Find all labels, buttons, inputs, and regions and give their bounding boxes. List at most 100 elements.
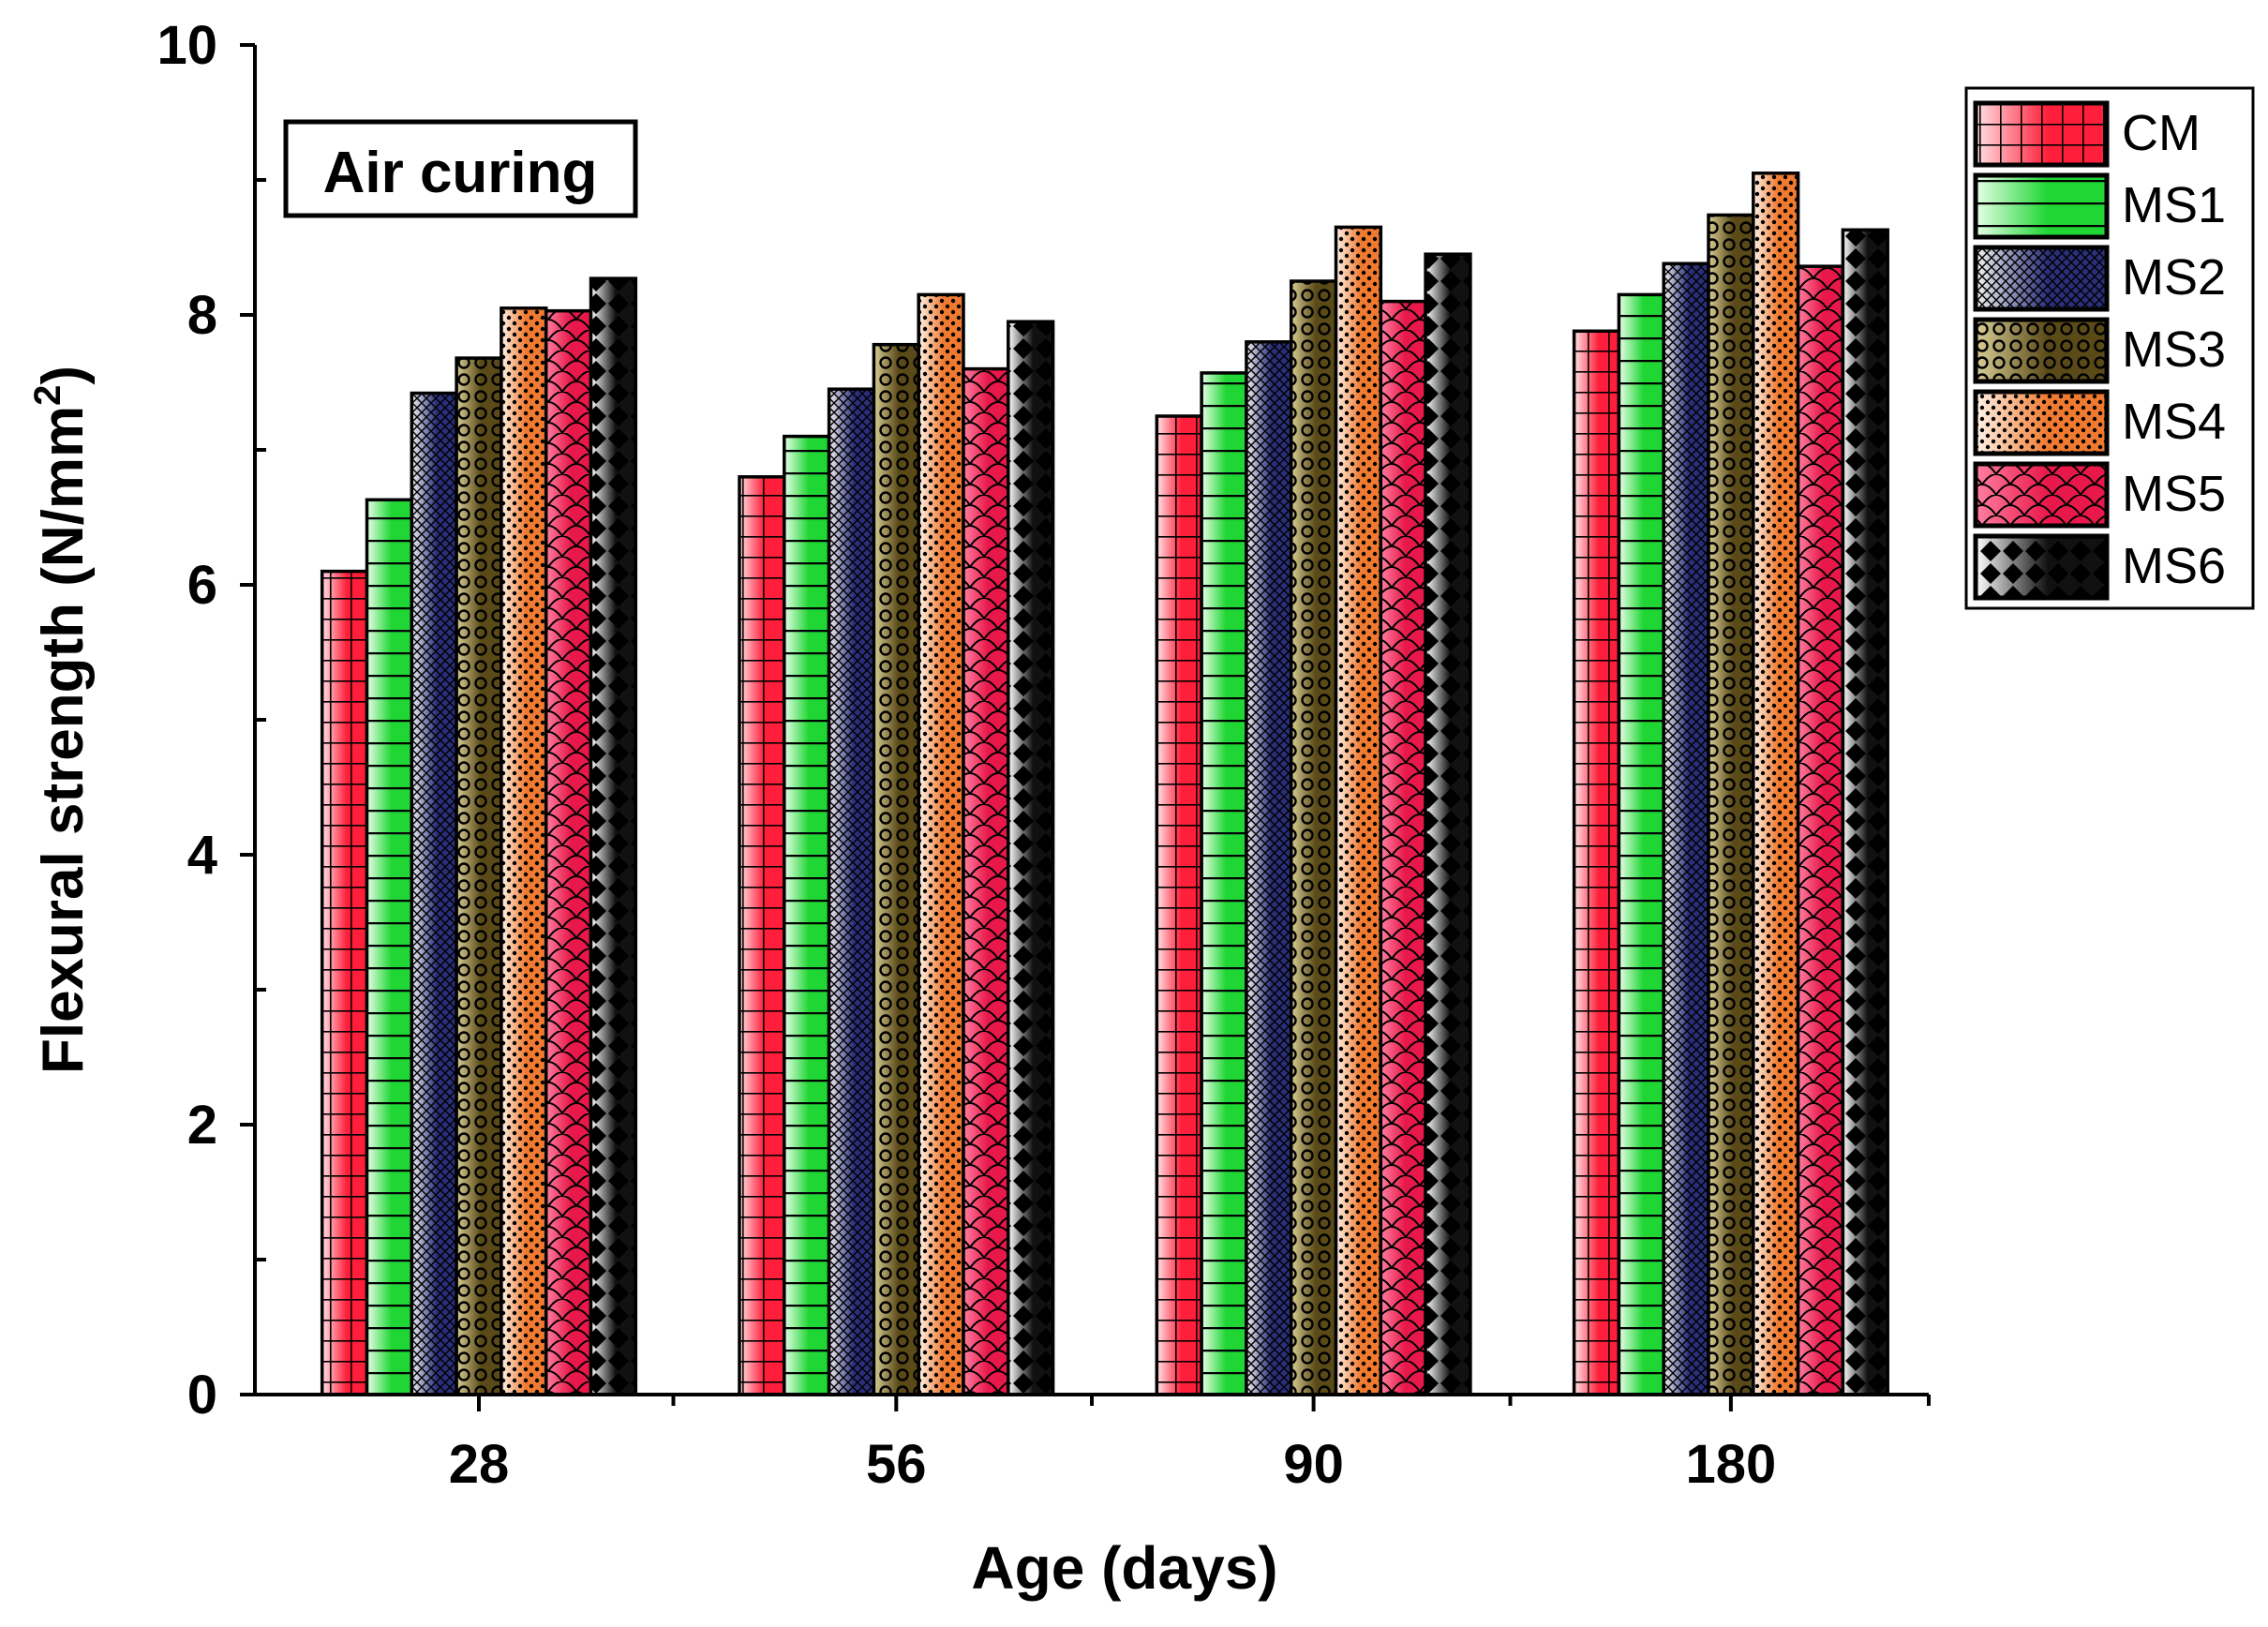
bar-ms1-180 <box>1617 292 1665 1396</box>
legend-label: MS1 <box>2122 177 2226 233</box>
bar-ms3-56 <box>872 342 920 1396</box>
y-axis-label-main: Flexural strength (N/mm <box>31 406 96 1074</box>
bar-pattern <box>739 476 784 1395</box>
x-tick-label: 180 <box>1686 1434 1777 1495</box>
bar-ms2-180 <box>1662 261 1710 1396</box>
legend-swatch-outline <box>1973 461 2110 529</box>
y-tick-label: 0 <box>187 1365 217 1425</box>
legend-label: MS2 <box>2122 249 2226 306</box>
y-tick-label: 2 <box>187 1095 217 1156</box>
legend-label: MS5 <box>2122 466 2226 522</box>
legend-swatch-outline <box>1973 100 2110 168</box>
legend-swatch-outline <box>1973 317 2110 384</box>
y-tick-label: 4 <box>187 825 217 886</box>
legend-label: MS4 <box>2122 394 2226 450</box>
y-tick-label: 6 <box>187 555 217 616</box>
bar-pattern <box>1246 341 1291 1395</box>
bar-cm-56 <box>738 475 786 1396</box>
x-tick-label: 28 <box>449 1434 510 1495</box>
x-axis-label: Age (days) <box>971 1534 1277 1602</box>
legend-swatch-outline <box>1973 245 2110 312</box>
bar-ms6-180 <box>1841 228 1889 1396</box>
legend-swatch-outline <box>1973 389 2110 456</box>
legend-swatch-pattern <box>1976 464 2107 526</box>
bar-pattern <box>1291 281 1336 1395</box>
bar-ms4-90 <box>1334 225 1383 1396</box>
bar-pattern <box>500 307 546 1395</box>
bar-ms6-28 <box>589 276 638 1396</box>
bar-ms5-56 <box>962 366 1010 1396</box>
legend-label: MS6 <box>2122 538 2226 594</box>
bar-pattern <box>590 278 636 1395</box>
bar-ms5-28 <box>544 308 593 1396</box>
legend-swatch-pattern <box>1976 103 2107 165</box>
bar-ms2-90 <box>1245 340 1293 1396</box>
x-tick-label: 90 <box>1283 1434 1344 1495</box>
bar-ms2-28 <box>410 391 458 1396</box>
y-tick-label: 10 <box>157 15 217 76</box>
legend-item-ms2: MS2 <box>1973 245 2226 312</box>
bar-pattern <box>783 436 829 1396</box>
legend-label: CM <box>2122 105 2201 161</box>
legend-swatch-outline <box>1973 533 2110 601</box>
legend-item-ms6: MS6 <box>1973 533 2226 601</box>
x-tick-label: 56 <box>866 1434 927 1495</box>
y-axis-label: Flexural strength (N/mm2) <box>27 366 96 1074</box>
bar-ms5-90 <box>1379 299 1427 1396</box>
legend-item-cm: CM <box>1973 100 2201 168</box>
x-ticks: 28 56 90 180 <box>449 1395 1931 1495</box>
bar-pattern <box>1156 416 1202 1395</box>
bar-ms4-56 <box>917 292 965 1396</box>
bar-cm-28 <box>320 569 369 1396</box>
y-axis-label-superscript: 2 <box>27 385 68 406</box>
bar-pattern <box>1425 254 1470 1396</box>
y-ticks: 0 2 4 6 8 10 <box>157 15 266 1425</box>
bar-pattern <box>1753 172 1798 1395</box>
bar-ms1-56 <box>783 434 831 1396</box>
bar-pattern <box>1335 227 1381 1395</box>
bar-pattern <box>1201 372 1246 1395</box>
bar-ms3-90 <box>1289 279 1338 1396</box>
bar-pattern <box>1798 266 1843 1395</box>
legend-item-ms4: MS4 <box>1973 389 2226 456</box>
bar-pattern <box>918 294 963 1395</box>
bar-pattern <box>1843 230 1888 1395</box>
bar-pattern <box>1708 215 1753 1396</box>
legend-swatch-pattern <box>1976 392 2107 454</box>
bar-cm-180 <box>1572 329 1621 1396</box>
legend-swatch-pattern <box>1976 247 2107 309</box>
bar-pattern <box>1619 294 1664 1395</box>
legend: CM MS1 MS2 MS3 MS4 MS5 MS6 <box>1964 86 2255 610</box>
legend-swatch-pattern <box>1976 536 2107 598</box>
annotation-box: Air curing <box>283 119 638 218</box>
bar-pattern <box>321 571 367 1395</box>
bar-pattern <box>1664 263 1708 1395</box>
annotation-text: Air curing <box>323 141 598 205</box>
bar-pattern <box>873 344 919 1396</box>
bars-layer <box>320 172 1889 1396</box>
bar-ms1-28 <box>365 498 414 1396</box>
y-tick-label: 8 <box>187 285 217 346</box>
bar-pattern <box>545 310 591 1396</box>
bar-ms6-90 <box>1424 252 1472 1396</box>
bar-pattern <box>411 393 457 1395</box>
bar-ms4-28 <box>500 306 548 1396</box>
legend-swatch-outline <box>1973 172 2110 240</box>
bar-ms6-56 <box>1007 320 1055 1396</box>
bar-pattern <box>828 389 874 1396</box>
bar-ms4-180 <box>1752 172 1800 1396</box>
bar-ms2-56 <box>827 387 876 1396</box>
legend-swatch-pattern <box>1976 320 2107 381</box>
bar-pattern <box>1380 301 1426 1396</box>
legend-label: MS3 <box>2122 321 2226 378</box>
legend-item-ms3: MS3 <box>1973 317 2226 384</box>
bar-ms1-90 <box>1200 371 1248 1396</box>
bar-pattern <box>1007 321 1053 1396</box>
bar-pattern <box>963 368 1008 1396</box>
legend-swatch-pattern <box>1976 175 2107 237</box>
legend-item-ms5: MS5 <box>1973 461 2226 529</box>
bar-pattern <box>366 500 412 1395</box>
bar-cm-90 <box>1155 414 1203 1396</box>
